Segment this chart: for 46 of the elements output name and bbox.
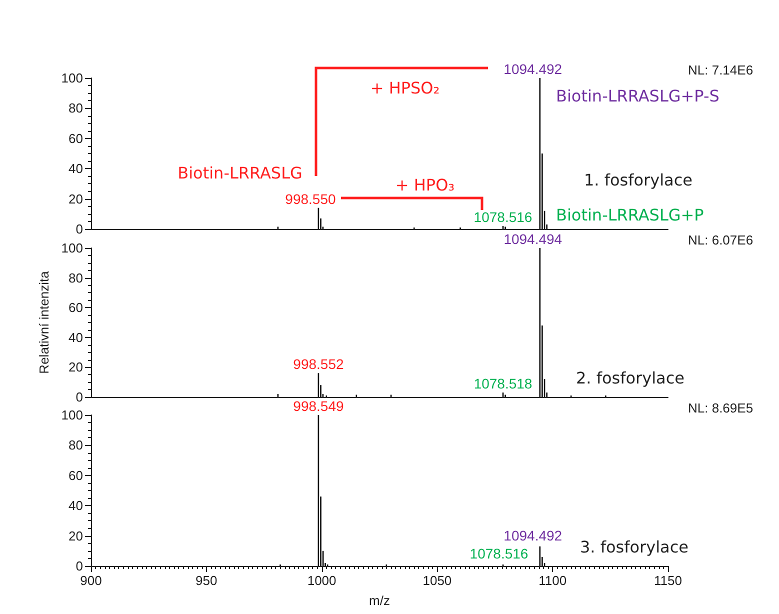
y-tick-label: 0 bbox=[76, 558, 83, 574]
y-tick-label: 0 bbox=[76, 222, 83, 236]
annotation: 998.552 bbox=[293, 356, 344, 372]
y-tick-label: 80 bbox=[68, 438, 83, 453]
y-tick-label: 0 bbox=[76, 390, 83, 404]
annotation: 998.550 bbox=[285, 190, 336, 207]
annotation: 1078.516 bbox=[470, 545, 528, 562]
annotation: Biotin-LRRASLG+P-S bbox=[556, 86, 720, 106]
annotation: 1094.492 bbox=[504, 61, 562, 77]
annotation: 1. fosforylace bbox=[584, 170, 692, 190]
y-tick-label: 100 bbox=[61, 408, 83, 422]
x-tick-label: 950 bbox=[196, 573, 218, 588]
annotation: 3. fosforylace bbox=[580, 538, 688, 556]
y-tick-label: 60 bbox=[68, 130, 83, 146]
y-axis-title: Relativní intenzita bbox=[36, 270, 52, 374]
y-tick-label: 60 bbox=[68, 468, 83, 483]
text: NL: 7.14E6 bbox=[688, 62, 754, 78]
text: NL: 8.69E5 bbox=[688, 400, 754, 416]
x-axis-title: m/z bbox=[369, 593, 390, 608]
y-tick-label: 20 bbox=[68, 528, 83, 544]
annotation: 2. fosforylace bbox=[576, 368, 684, 388]
y-tick-label: 40 bbox=[68, 330, 83, 345]
y-tick-label: 80 bbox=[68, 100, 83, 116]
y-tick-label: 80 bbox=[68, 270, 83, 286]
annotation: Biotin-LRRASLG bbox=[178, 164, 302, 182]
x-tick-label: 900 bbox=[80, 573, 102, 588]
y-tick-label: 60 bbox=[68, 300, 83, 316]
x-tick-label: 1050 bbox=[422, 573, 452, 588]
annotation: 998.549 bbox=[293, 398, 344, 414]
annotation: Biotin-LRRASLG+P bbox=[556, 206, 704, 224]
x-tick-label: 1100 bbox=[538, 573, 567, 588]
y-tick-label: 100 bbox=[61, 240, 83, 256]
annotation: 1078.516 bbox=[474, 208, 532, 225]
annotation: 1094.492 bbox=[504, 527, 562, 544]
annotation: + HPSO₂ bbox=[370, 78, 440, 98]
y-tick-label: 20 bbox=[68, 191, 83, 206]
y-tick-label: 100 bbox=[61, 70, 83, 86]
text: NL: 6.07E6 bbox=[688, 232, 754, 248]
annotation: + HPO₃ bbox=[395, 176, 455, 194]
y-tick-label: 40 bbox=[68, 161, 83, 176]
y-tick-label: 20 bbox=[68, 360, 83, 375]
annotation: 1078.518 bbox=[474, 376, 532, 392]
x-tick-label: 1000 bbox=[307, 573, 336, 588]
annotation: 1094.494 bbox=[504, 231, 562, 247]
x-tick-label: 1150 bbox=[654, 573, 682, 588]
y-tick-label: 40 bbox=[68, 498, 83, 514]
